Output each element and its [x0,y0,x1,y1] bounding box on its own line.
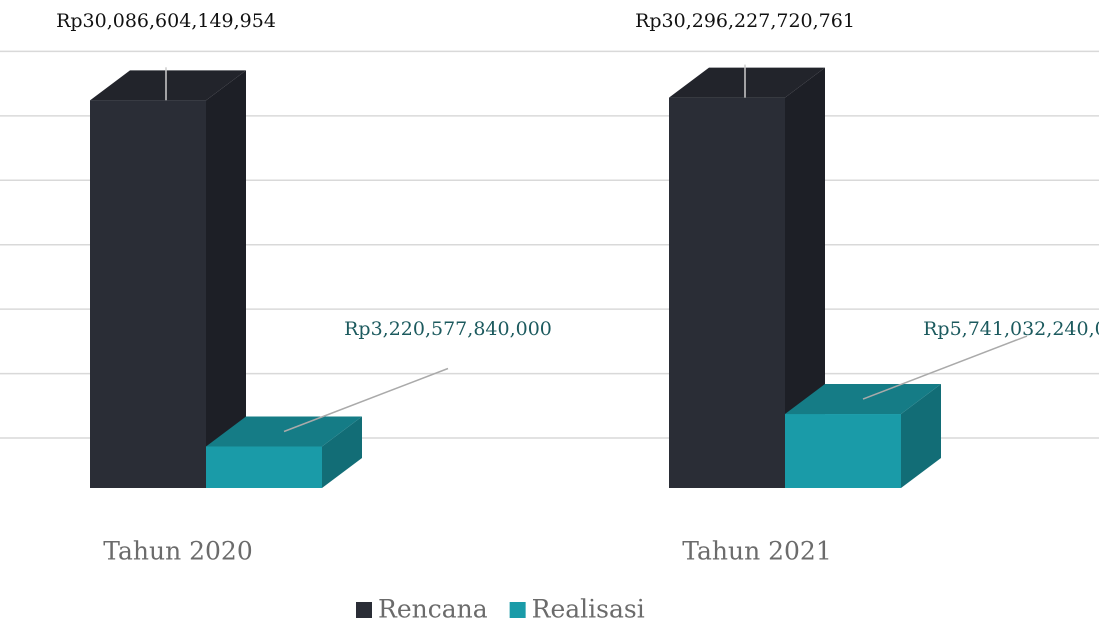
x-tick-label: Tahun 2020 [103,537,253,566]
bar-front [669,97,785,489]
bar-top [669,67,825,98]
bar-side [785,67,825,489]
data-label: Rp5,741,032,240,000 [923,318,1099,340]
data-label: Rp30,086,604,149,954 [56,10,276,32]
leader-line [283,367,449,433]
legend-label: Realisasi [532,595,645,624]
bar-side [322,416,362,488]
bar-side [901,384,941,488]
data-label: Rp3,220,577,840,000 [344,318,552,340]
legend-swatch [356,602,372,618]
bar-top [90,70,246,101]
bar [669,67,825,489]
bar-front [206,446,322,488]
bar [785,384,941,488]
legend-label: Rencana [378,595,488,624]
x-tick-label: Tahun 2021 [682,537,832,566]
bar-front [785,414,901,488]
legend-swatch [509,602,526,618]
leader-line [862,335,1028,400]
bar-front [90,100,206,488]
bar-side [206,70,246,488]
bar [90,70,246,488]
data-label: Rp30,296,227,720,761 [635,10,855,32]
